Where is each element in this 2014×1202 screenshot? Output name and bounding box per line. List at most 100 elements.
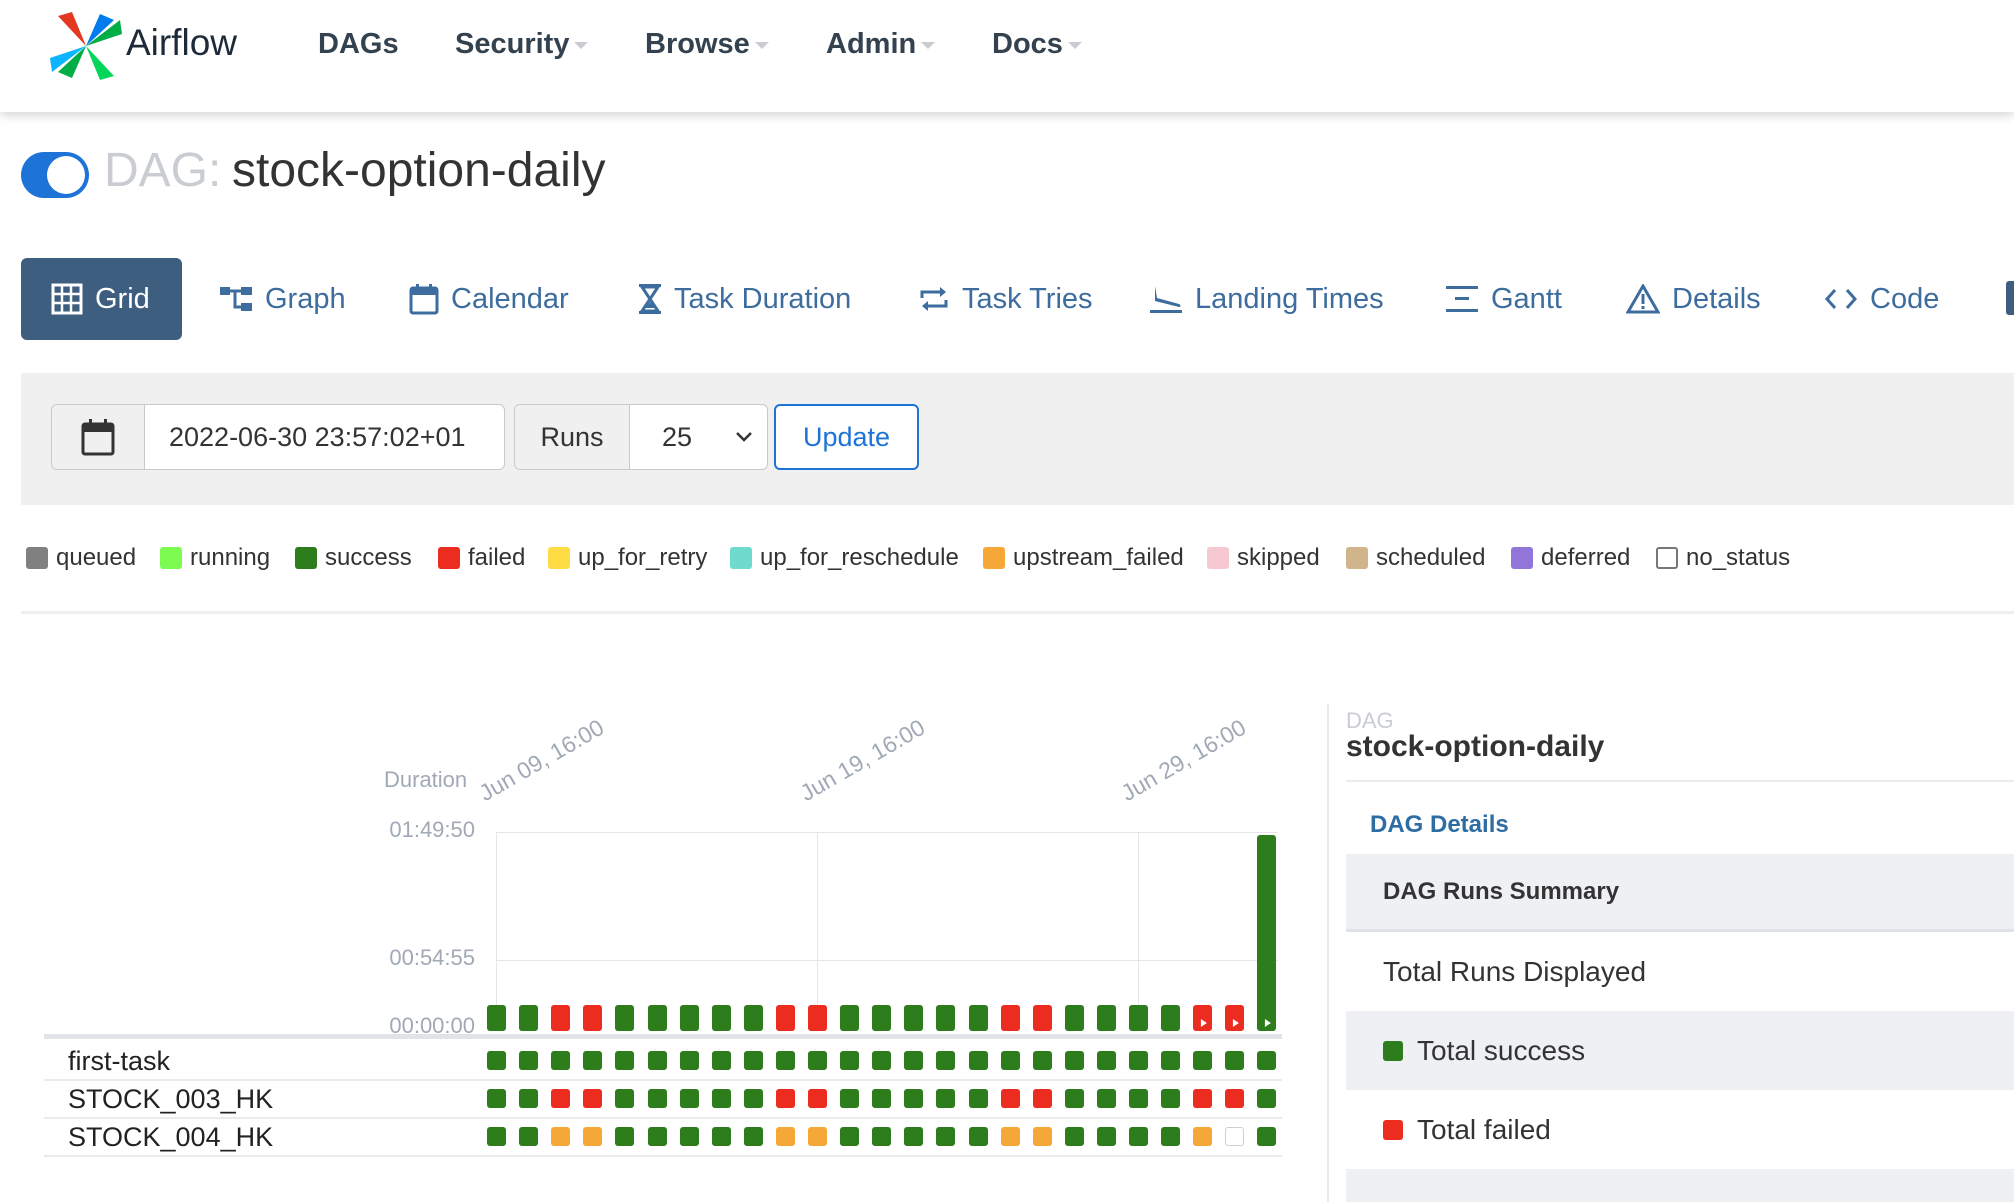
tab-task-duration[interactable]: Task Duration (638, 258, 851, 340)
dag-details-link[interactable]: DAG Details (1370, 811, 1509, 838)
task-instance-cell[interactable] (519, 1051, 539, 1070)
dag-run-bar[interactable] (583, 1005, 603, 1031)
task-instance-cell[interactable] (968, 1051, 988, 1070)
task-instance-cell[interactable] (487, 1051, 506, 1070)
task-instance-cell[interactable] (1129, 1051, 1148, 1070)
task-instance-cell[interactable] (1257, 1051, 1277, 1070)
task-instance-cell[interactable] (487, 1089, 506, 1108)
task-instance-cell[interactable] (1064, 1089, 1084, 1108)
task-instance-cell[interactable] (743, 1051, 763, 1070)
task-instance-cell[interactable] (1193, 1051, 1213, 1070)
task-name[interactable]: first-task (68, 1046, 171, 1076)
task-instance-cell[interactable] (551, 1089, 571, 1108)
legend-item-skipped[interactable]: skipped (1207, 544, 1320, 572)
runs-select[interactable]: 25 (630, 405, 767, 469)
dag-run-bar[interactable] (1064, 1005, 1084, 1031)
base-date-input[interactable]: 2022-06-30 23:57:02+01 (169, 421, 466, 452)
task-instance-cell[interactable] (775, 1051, 795, 1070)
task-instance-cell[interactable] (583, 1089, 603, 1108)
task-instance-cell[interactable] (1129, 1127, 1148, 1146)
dag-run-bar[interactable] (936, 1005, 956, 1031)
task-instance-cell[interactable] (615, 1051, 635, 1070)
legend-item-up-for-reschedule[interactable]: up_for_reschedule (730, 544, 959, 572)
task-instance-cell[interactable] (1064, 1127, 1084, 1146)
task-instance-cell[interactable] (519, 1089, 539, 1108)
legend-item-running[interactable]: running (160, 544, 270, 572)
tab-details[interactable]: Details (1626, 258, 1761, 340)
legend-item-no-status[interactable]: no_status (1656, 544, 1790, 572)
task-instance-cell[interactable] (904, 1127, 924, 1146)
legend-item-upstream-failed[interactable]: upstream_failed (983, 544, 1184, 572)
dag-run-bar[interactable] (1193, 1005, 1213, 1031)
task-instance-cell[interactable] (1000, 1127, 1020, 1146)
nav-docs[interactable]: Docs (992, 28, 1082, 61)
dag-run-bar[interactable] (1161, 1005, 1181, 1031)
task-instance-cell[interactable] (711, 1051, 731, 1070)
task-instance-cell[interactable] (1225, 1051, 1245, 1070)
tab-graph[interactable]: Graph (219, 258, 346, 340)
dag-run-bar[interactable] (519, 1005, 539, 1031)
task-instance-cell[interactable] (840, 1089, 860, 1108)
task-instance-cell[interactable] (615, 1127, 635, 1146)
base-date-picker[interactable]: 2022-06-30 23:57:02+01 (51, 404, 505, 470)
task-instance-cell[interactable] (679, 1127, 699, 1146)
task-instance-cell[interactable] (1161, 1089, 1181, 1108)
task-instance-cell[interactable] (1193, 1127, 1213, 1146)
task-instance-cell[interactable] (519, 1127, 539, 1146)
task-instance-cell[interactable] (904, 1051, 924, 1070)
task-row[interactable]: STOCK_004_HK (44, 1117, 1282, 1157)
legend-item-failed[interactable]: failed (438, 544, 525, 572)
task-row[interactable]: first-task (44, 1041, 1282, 1081)
task-name[interactable]: STOCK_004_HK (68, 1122, 274, 1152)
dag-run-bar[interactable] (487, 1005, 506, 1031)
task-instance-cell[interactable] (551, 1051, 571, 1070)
task-instance-cell[interactable] (775, 1089, 795, 1108)
task-instance-cell[interactable] (872, 1051, 892, 1070)
task-instance-cell[interactable] (1161, 1127, 1181, 1146)
task-instance-cell[interactable] (936, 1089, 956, 1108)
tab-gantt[interactable]: Gantt (1445, 258, 1562, 340)
nav-dags[interactable]: DAGs (318, 28, 399, 61)
task-instance-cell[interactable] (679, 1051, 699, 1070)
task-instance-cell[interactable] (1257, 1127, 1277, 1146)
task-instance-cell[interactable] (583, 1127, 603, 1146)
task-instance-cell[interactable] (647, 1127, 667, 1146)
task-instance-cell[interactable] (1161, 1051, 1181, 1070)
dag-run-bar[interactable] (711, 1005, 731, 1031)
tab-overflow-edge[interactable] (2006, 281, 2014, 315)
dag-run-bar[interactable] (1129, 1005, 1148, 1031)
task-instance-cell[interactable] (615, 1089, 635, 1108)
tab-grid[interactable]: Grid (21, 258, 182, 340)
dag-run-bar[interactable] (775, 1005, 795, 1031)
app-name[interactable]: Airflow (126, 22, 238, 63)
update-button[interactable]: Update (774, 404, 919, 470)
dag-run-bar[interactable] (1257, 835, 1277, 1031)
task-instance-cell[interactable] (1064, 1051, 1084, 1070)
task-instance-cell[interactable] (647, 1089, 667, 1108)
dag-run-bar[interactable] (679, 1005, 699, 1031)
dag-run-bar[interactable] (840, 1005, 860, 1031)
task-instance-cell[interactable] (904, 1089, 924, 1108)
task-instance-cell[interactable] (1129, 1089, 1148, 1108)
dag-run-bar[interactable] (647, 1005, 667, 1031)
task-instance-cell[interactable] (936, 1127, 956, 1146)
nav-browse[interactable]: Browse (645, 28, 769, 61)
task-instance-cell[interactable] (551, 1127, 571, 1146)
task-instance-cell[interactable] (872, 1127, 892, 1146)
legend-item-up-for-retry[interactable]: up_for_retry (548, 544, 707, 572)
task-instance-cell[interactable] (808, 1089, 827, 1108)
legend-item-queued[interactable]: queued (26, 544, 136, 572)
dag-run-bar[interactable] (551, 1005, 571, 1031)
task-instance-cell[interactable] (840, 1127, 860, 1146)
nav-admin[interactable]: Admin (826, 28, 936, 61)
airflow-logo[interactable] (48, 10, 124, 82)
nav-security[interactable]: Security (455, 28, 589, 61)
dag-run-bar[interactable] (1096, 1005, 1116, 1031)
dag-run-bar[interactable] (808, 1005, 827, 1031)
task-instance-cell[interactable] (711, 1089, 731, 1108)
tab-landing-times[interactable]: Landing Times (1149, 258, 1384, 340)
tab-calendar[interactable]: Calendar (409, 258, 569, 340)
dag-run-bar[interactable] (968, 1005, 988, 1031)
task-instance-cell[interactable] (1225, 1089, 1245, 1108)
dag-run-bar[interactable] (1225, 1005, 1245, 1031)
